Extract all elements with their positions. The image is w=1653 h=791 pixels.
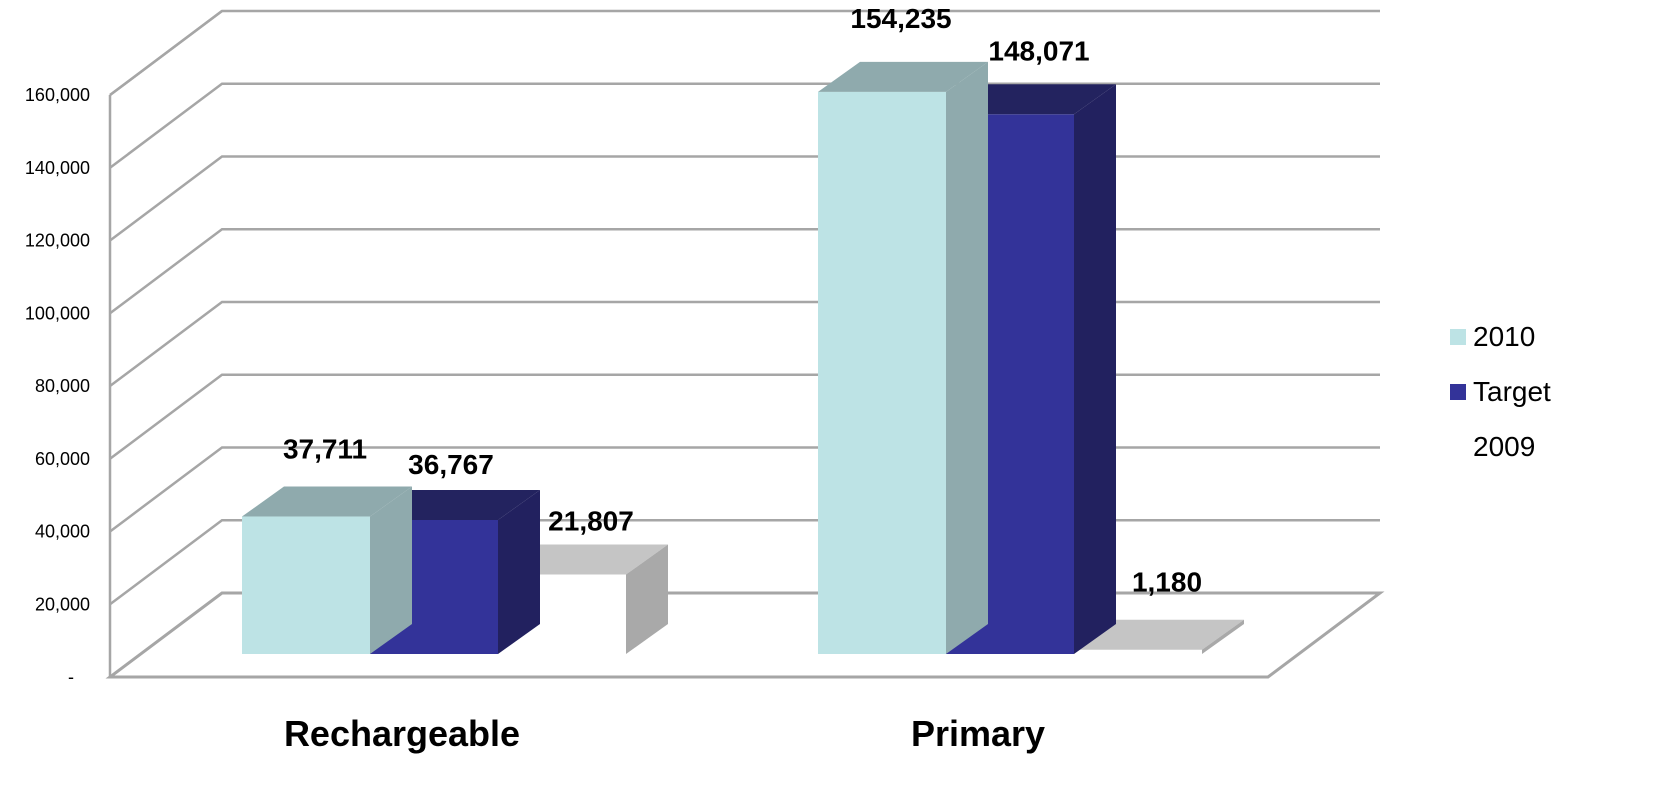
y-tick-label: 40,000 xyxy=(35,522,90,542)
bar xyxy=(370,489,540,654)
y-tick-label: 20,000 xyxy=(35,594,90,614)
data-label: 37,711 xyxy=(283,434,367,465)
side-wall-top-edge xyxy=(109,10,223,96)
bar-top-face xyxy=(946,84,1116,115)
legend-swatch xyxy=(1450,329,1466,345)
y-tick-label: 80,000 xyxy=(35,376,90,396)
bar-top-face xyxy=(498,544,668,575)
x-axis: Rechargeable Primary xyxy=(284,713,1045,754)
data-label: 148,071 xyxy=(988,35,1089,66)
bar-side-face xyxy=(370,486,412,654)
bar-top-face xyxy=(370,489,540,520)
bar-top-face xyxy=(242,486,412,517)
data-label: 1,180 xyxy=(1132,567,1202,598)
y-axis: - 20,000 40,000 60,000 80,000 100,000 120,000 1… xyxy=(25,85,90,687)
legend-swatch xyxy=(1450,439,1466,455)
bar-front-face xyxy=(242,516,370,654)
legend-label: 2009 xyxy=(1473,431,1535,462)
y-tick-label: - xyxy=(68,667,74,687)
bar xyxy=(818,61,988,655)
bar-front-face xyxy=(818,91,946,655)
category-label: Primary xyxy=(911,713,1045,754)
gridline xyxy=(109,228,1380,315)
y-tick-label: 140,000 xyxy=(25,158,90,178)
y-tick-label: 120,000 xyxy=(25,231,90,251)
y-tick-label: 160,000 xyxy=(25,85,90,105)
legend-item: Target xyxy=(1450,376,1551,407)
data-labels: 37,711 36,767 21,807 154,235 148,071 1,180 xyxy=(283,3,1202,598)
bar-group xyxy=(242,61,1244,655)
gridline xyxy=(109,9,1380,96)
data-label: 21,807 xyxy=(548,506,634,537)
legend-item: 2009 xyxy=(1450,431,1535,462)
bar-front-face xyxy=(1074,649,1202,654)
legend-label: Target xyxy=(1473,376,1551,407)
data-label: 154,235 xyxy=(850,3,951,34)
bar-side-face xyxy=(946,61,988,655)
bar-side-face xyxy=(1202,619,1244,654)
legend-swatch xyxy=(1450,384,1466,400)
gridline xyxy=(109,300,1380,387)
bar xyxy=(1074,619,1244,654)
category-label: Rechargeable xyxy=(284,713,520,754)
chart-walls xyxy=(105,9,1385,679)
bar-side-face xyxy=(1074,84,1116,655)
y-tick-label: 100,000 xyxy=(25,303,90,323)
data-label: 36,767 xyxy=(408,449,494,480)
bar xyxy=(242,486,412,654)
gridline xyxy=(109,82,1380,169)
gridline xyxy=(109,155,1380,242)
legend-item: 2010 xyxy=(1450,321,1535,352)
y-tick-label: 60,000 xyxy=(35,449,90,469)
legend-label: 2010 xyxy=(1473,321,1535,352)
legend: 2010 Target 2009 xyxy=(1450,321,1551,462)
bar-side-face xyxy=(498,489,540,654)
bar-top-face xyxy=(818,61,988,92)
bar-top-face xyxy=(1074,619,1244,650)
bar-side-face xyxy=(626,544,668,654)
